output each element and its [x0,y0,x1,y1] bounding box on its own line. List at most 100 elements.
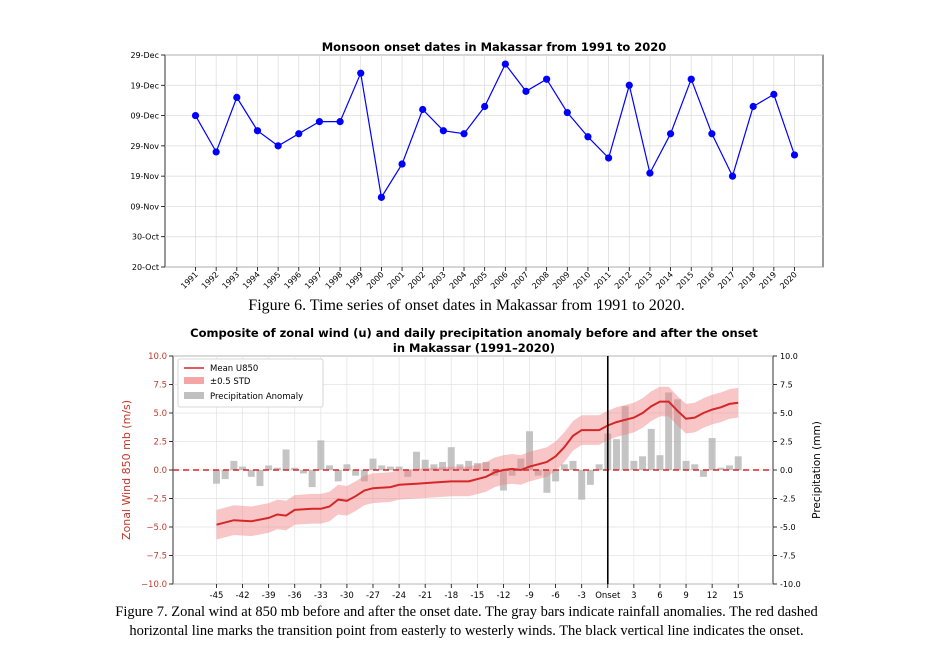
chart7-x-tick-label: -33 [314,591,328,600]
chart6-onset-point [605,154,613,162]
zonal-wind-composite-chart: Composite of zonal wind (u) and daily pr… [120,326,823,600]
chart7-precip-bar [421,459,429,470]
legend-mean-label: Mean U850 [210,364,258,374]
chart7-precip-bar [395,466,403,470]
chart7-precip-bar [665,392,673,470]
chart6-onset-line [194,62,796,199]
chart6-y-tick-label: 20-Oct [132,263,159,272]
chart7-title-line2: in Makassar (1991–2020) [393,341,555,355]
chart7-precip-bar [447,447,455,470]
chart6-onset-point [749,102,757,111]
chart7-x-tick-label: -3 [577,591,585,600]
onset-dates-chart: 20-Oct 30-Oct 09-Nov 19-Nov 29-Nov 09-Dec 19-D… [130,40,824,291]
figure7-caption-line1: Figure 7. Zonal wind at 850 mb before an… [115,604,818,620]
chart7-x-tick-label: -36 [288,591,302,600]
chart6-y-tick-label: 29-Dec [130,51,159,60]
chart6-title: Monsoon onset dates in Makassar from 199… [322,40,667,54]
chart7-x-tick-label: -12 [496,591,510,600]
chart6-y-tick-label: 19-Dec [130,81,159,90]
chart6-onset-point [212,148,220,156]
chart7-precip-bar [708,438,716,470]
figure7-caption: Figure 7. Zonal wind at 850 mb before an… [20,603,913,641]
chart7-x-tick-label: 6 [657,591,662,600]
chart7-precip-bar [517,458,525,470]
chart7-x-tick-label: -18 [444,591,458,600]
chart6-onset-point [315,118,324,126]
chart7-precip-bar [265,465,273,470]
chart6-onset-point [439,127,447,135]
chart7-precip-bar [613,439,620,470]
legend-precip-label: Precipitation Anomaly [210,392,303,402]
chart6-onset-point [584,133,592,141]
chart7-y-right-tick-label: -7.5 [780,552,796,561]
chart7-precip-bar [213,470,220,484]
figure6-caption: Figure 6. Time series of onset dates in … [248,297,685,314]
chart7-precip-bar [343,464,351,470]
chart7-x-tick-label: -6 [551,591,559,600]
chart7-x-tick-label: 9 [683,591,688,600]
chart6-onset-point [728,172,737,180]
chart6-onset-point [419,105,427,114]
chart7-legend: Mean U850 ±0.5 STD Precipitation Anomaly [177,358,324,408]
chart7-precip-bar [482,462,490,470]
chart7-y-tick-label: 5.0 [153,409,167,419]
chart7-precip-bar [247,470,255,477]
chart6-onset-point [646,169,654,177]
chart7-precip-bar [221,470,229,480]
chart6-onset-point [563,108,571,117]
chart7-precip-bar [717,467,725,470]
chart7-precip-bar [691,464,699,470]
chart7-precip-bar [543,470,551,493]
chart7-precip-bar [499,470,507,491]
chart7-y-tick-label: 7.5 [153,381,167,391]
chart7-precip-bar [230,460,238,470]
chart7-precip-bar [369,458,377,470]
chart7-precip-bar [282,449,290,470]
chart7-precip-bar [682,460,690,470]
chart6-y-tick-label: 09-Nov [130,202,159,211]
chart7-precip-bar [569,460,577,470]
legend-std-swatch [184,377,204,384]
chart7-y-right-tick-label: -2.5 [780,495,796,504]
chart7-precip-bar [465,460,473,470]
chart7-precip-bar [317,440,325,470]
chart7-x-tick-label: -9 [525,591,533,600]
chart7-y-tick-label: −5.0 [146,523,167,533]
chart7-precip-bar [326,465,333,470]
chart7-y-right-tick-label: 7.5 [780,381,793,390]
chart7-x-tick-label: -30 [340,591,354,600]
chart7-x-tick-label: -27 [366,591,380,600]
chart6-onset-point [501,60,509,68]
figure7-caption-line2: horizontal line marks the transition poi… [129,623,804,639]
chart7-precip-bar [630,460,638,470]
chart7-y-right-tick-label: -10.0 [780,580,801,589]
chart7-precip-bar [378,465,386,470]
chart7-y-tick-label: −2.5 [146,495,167,505]
chart7-y-tick-label: 2.5 [153,438,167,448]
chart7-y-right-tick-label: -5.0 [780,523,796,532]
chart6-y-tick-label: 29-Nov [130,142,159,151]
chart7-precip-bar [239,466,247,470]
chart7-precip-bar [560,464,568,470]
chart6-onset-point [666,130,675,138]
chart7-precip-bar [360,470,368,482]
chart7-precip-bar [578,470,586,500]
chart7-x-tick-label: -15 [470,591,484,600]
chart7-x-tick-label: 15 [733,591,744,600]
chart7-precip-bar [273,467,281,470]
chart7-ylabel: Zonal Wind 850 mb (m/s) [120,400,133,540]
chart7-precip-bar [299,470,307,474]
chart7-y-right-tick-label: 5.0 [780,409,793,418]
chart7-precip-bar [552,470,560,482]
chart7-precip-bar [673,399,681,470]
chart6-onset-point [336,118,344,126]
chart7-precip-bar [639,456,647,470]
chart7-precip-bar [430,464,438,470]
chart7-title-line1: Composite of zonal wind (u) and daily pr… [190,326,758,340]
chart7-x-tick-label: 12 [707,591,718,600]
chart7-precip-bar [699,470,707,477]
chart7-precip-bar [439,462,447,470]
chart7-x-tick-label: -45 [210,591,224,600]
chart7-precip-bar [352,470,360,476]
chart6-y-tick-label: 09-Dec [130,112,159,121]
